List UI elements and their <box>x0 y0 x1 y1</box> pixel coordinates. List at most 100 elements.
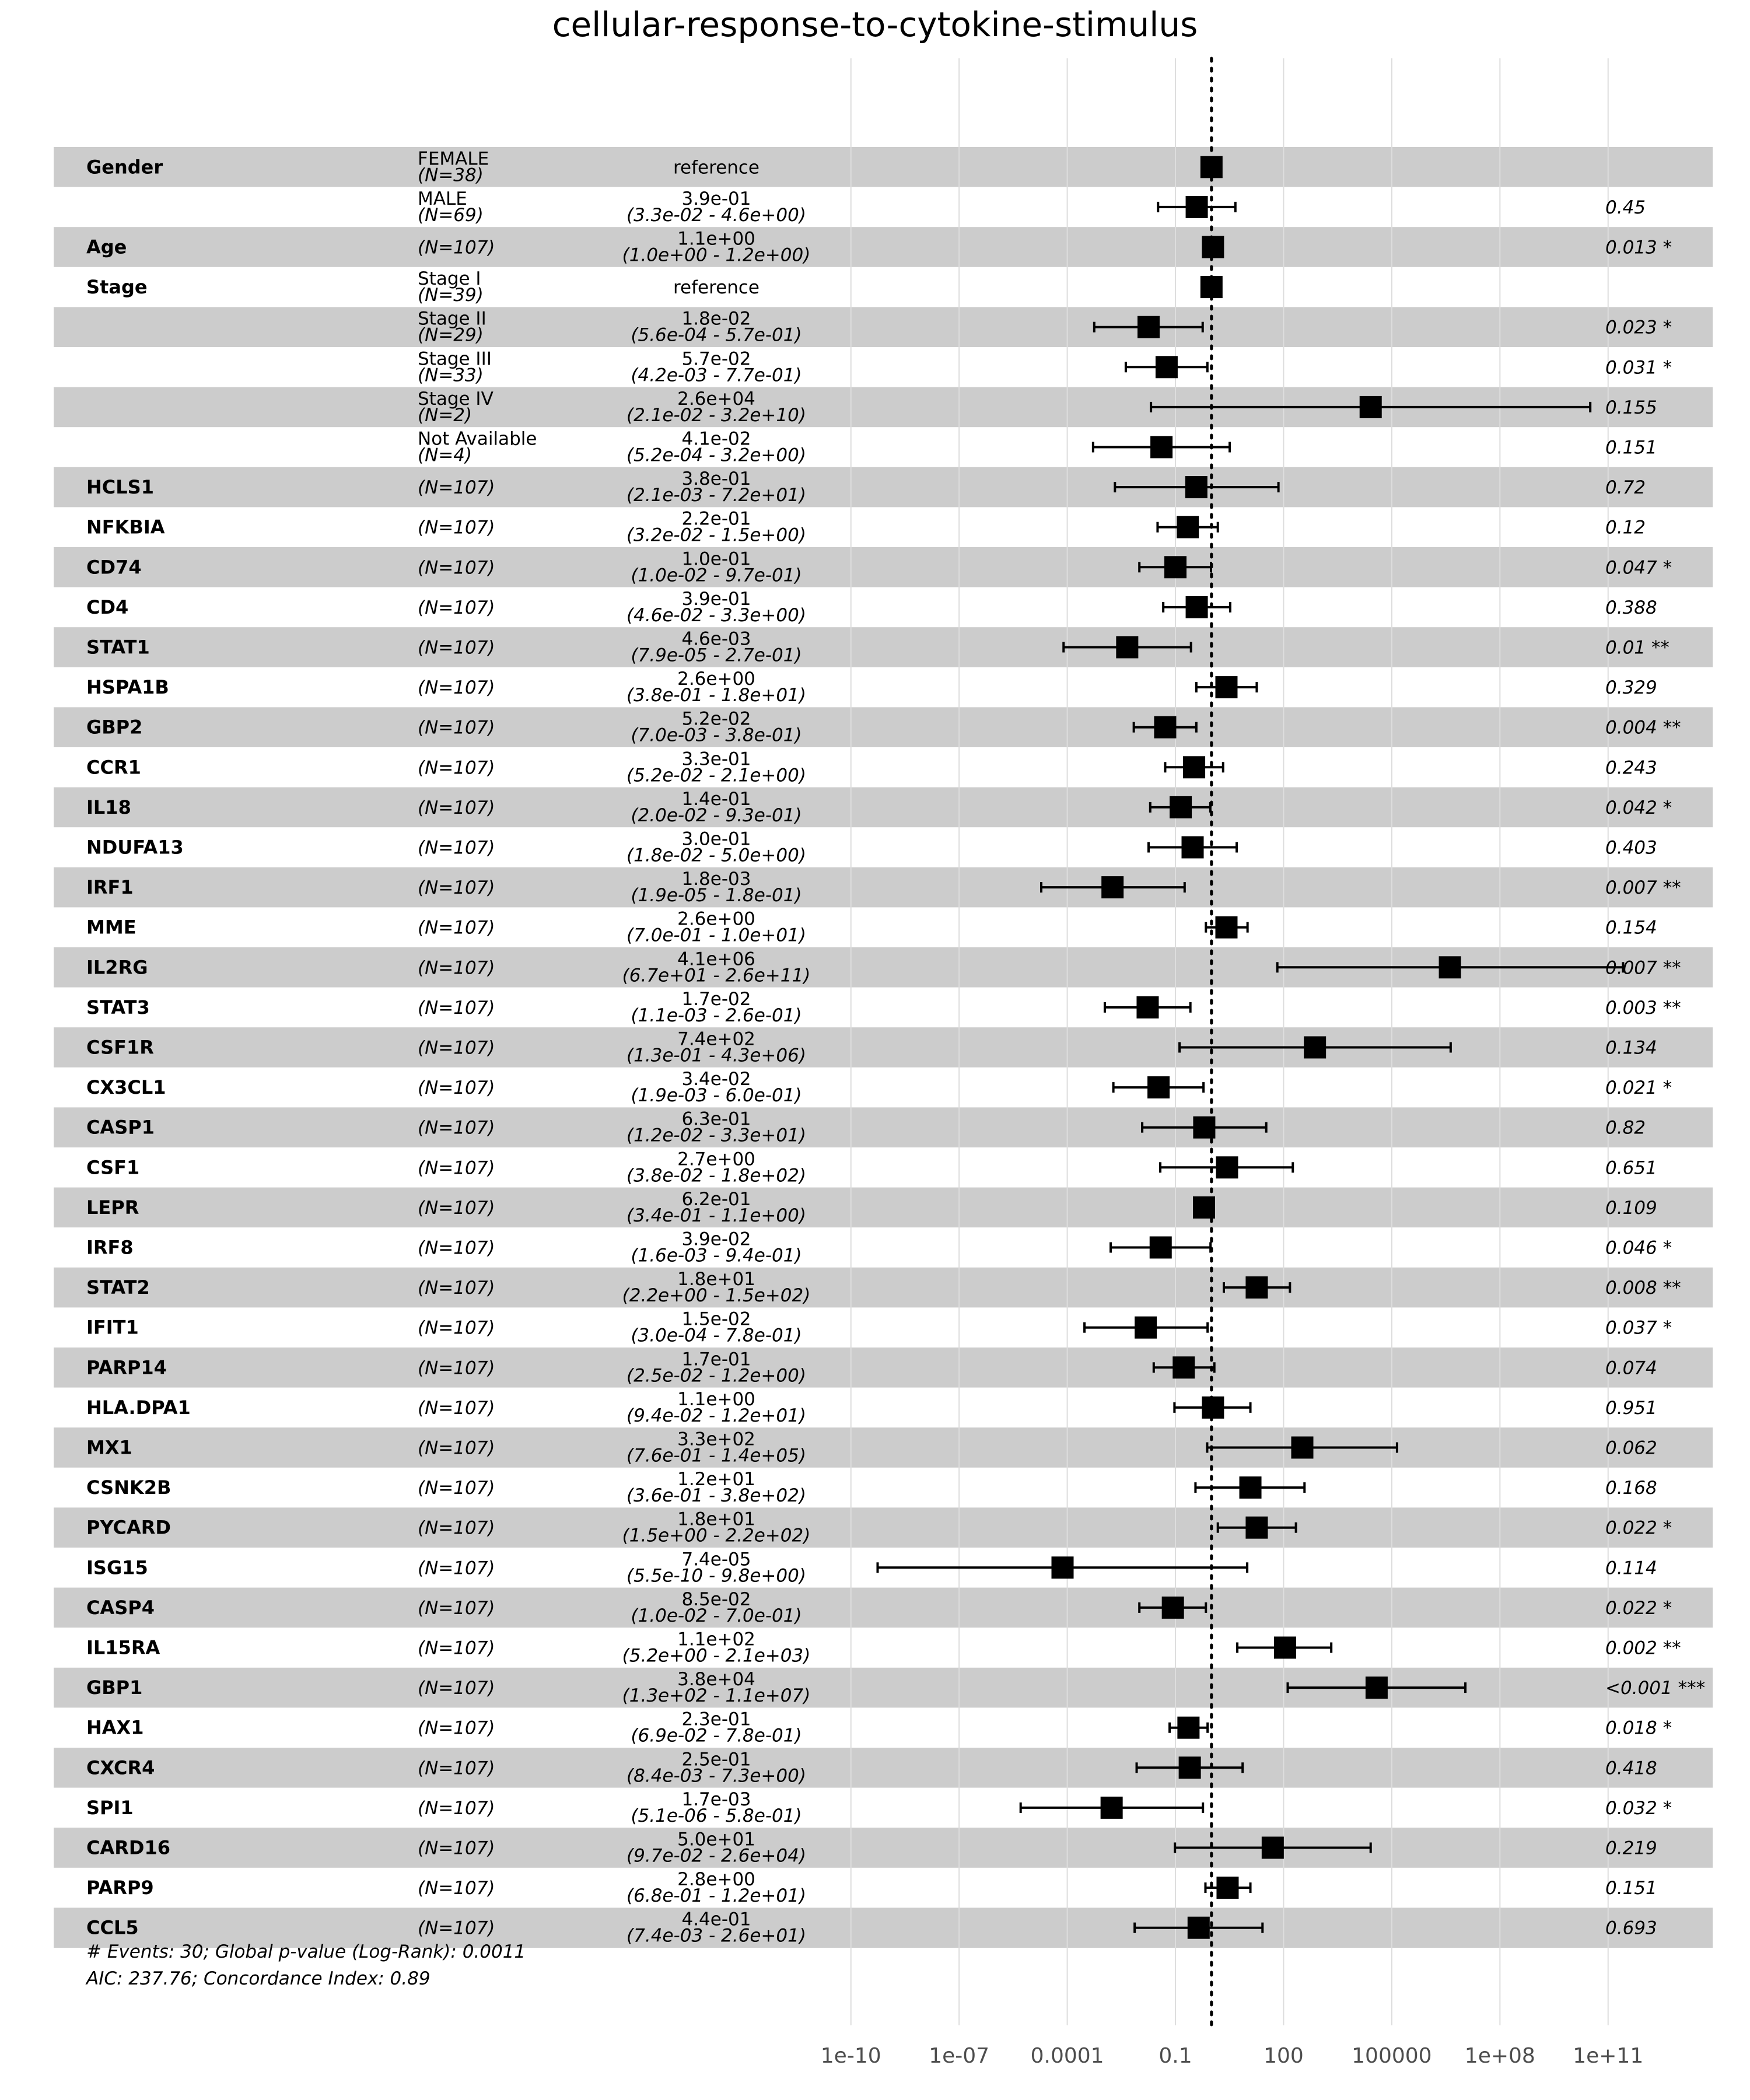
ci-label: (7.6e-01 - 1.4e+05) <box>626 1446 806 1466</box>
p-value-label: 0.12 <box>1605 517 1646 538</box>
ci-label: (1.9e-05 - 1.8e-01) <box>631 885 802 906</box>
hazard-ratio-point <box>1359 396 1382 418</box>
hazard-ratio-point <box>1261 1836 1284 1859</box>
variable-label: CXCR4 <box>86 1756 155 1779</box>
level-n: (N=107) <box>418 1077 495 1098</box>
level-label: Stage IV <box>418 388 494 410</box>
level-n: (N=107) <box>418 1518 495 1539</box>
ci-label: (2.5e-02 - 1.2e+00) <box>626 1365 806 1386</box>
level-label: Not Available <box>418 429 537 450</box>
ci-label: (3.6e-01 - 3.8e+02) <box>626 1485 806 1506</box>
hazard-ratio-point <box>1187 1916 1210 1939</box>
hazard-ratio-point <box>1245 1516 1268 1539</box>
p-value-label: 0.003 ** <box>1605 998 1681 1019</box>
hazard-ratio-point <box>1101 876 1124 899</box>
level-n: (N=107) <box>418 718 495 738</box>
variable-label: CD4 <box>86 596 128 618</box>
level-n: (N=107) <box>418 877 495 898</box>
variable-label: Age <box>86 236 127 258</box>
ci-label: (6.9e-02 - 7.8e-01) <box>631 1726 802 1746</box>
variable-label: IL2RG <box>86 956 148 978</box>
hazard-ratio-point <box>1200 276 1223 299</box>
row-stripe <box>54 707 1713 747</box>
row-stripe <box>54 867 1713 908</box>
level-n: (N=107) <box>418 1918 495 1939</box>
level-n: (N=29) <box>418 325 484 346</box>
level-n: (N=107) <box>418 677 495 698</box>
estimate-label: 1.8e-02 <box>681 309 751 330</box>
p-value-label: 0.72 <box>1605 477 1646 498</box>
variable-label: PARP9 <box>86 1877 154 1899</box>
hazard-ratio-point <box>1147 1076 1170 1099</box>
row-stripe <box>54 1748 1713 1788</box>
ci-label: (5.1e-06 - 5.8e-01) <box>631 1805 802 1826</box>
ci-label: (5.2e-04 - 3.2e+00) <box>626 445 806 466</box>
estimate-label: 2.6e+00 <box>677 909 755 930</box>
p-value-label: 0.109 <box>1605 1198 1657 1219</box>
footer-events-line: # Events: 30; Global p-value (Log-Rank):… <box>86 1941 526 1962</box>
ci-label: (3.2e-02 - 1.5e+00) <box>626 525 806 546</box>
hazard-ratio-point <box>1154 716 1177 738</box>
level-n: (N=39) <box>418 285 484 306</box>
estimate-label: 2.5e-01 <box>681 1749 751 1770</box>
ci-label: (4.6e-02 - 3.3e+00) <box>626 605 806 626</box>
level-label: Stage II <box>418 309 487 330</box>
estimate-label: 3.8e-01 <box>681 468 751 489</box>
row-stripe <box>54 1348 1713 1388</box>
ci-label: (5.2e-02 - 2.1e+00) <box>626 765 806 786</box>
row-stripe <box>54 1427 1713 1468</box>
grid-lines <box>850 58 1609 2025</box>
p-value-label: <0.001 *** <box>1605 1678 1705 1699</box>
level-n: (N=107) <box>418 237 495 258</box>
ci-label: (9.4e-02 - 1.2e+01) <box>626 1405 806 1426</box>
hazard-ratio-point <box>1170 796 1192 818</box>
estimate-label: 3.0e-01 <box>681 829 751 850</box>
level-n: (N=107) <box>418 1438 495 1459</box>
ci-label: (7.4e-03 - 2.6e+01) <box>626 1926 806 1947</box>
ci-label: (6.7e+01 - 2.6e+11) <box>622 965 811 986</box>
variable-label: STAT1 <box>86 636 150 659</box>
estimate-label: 2.8e+00 <box>677 1869 755 1890</box>
p-value-label: 0.023 * <box>1605 317 1672 338</box>
row-stripe <box>54 547 1713 587</box>
p-value-label: 0.693 <box>1605 1918 1657 1939</box>
hazard-ratio-point <box>1164 556 1187 579</box>
estimate-label: 1.7e-02 <box>681 989 751 1010</box>
variable-label: MX1 <box>86 1437 132 1459</box>
hazard-ratio-point <box>1100 1796 1123 1819</box>
ci-label: (5.2e+00 - 2.1e+03) <box>622 1646 811 1667</box>
level-n: (N=107) <box>418 1038 495 1059</box>
variable-label: STAT3 <box>86 996 150 1019</box>
estimate-label: 1.7e-03 <box>681 1789 751 1810</box>
x-tick-label: 100000 <box>1352 2044 1432 2068</box>
level-n: (N=107) <box>418 1718 495 1739</box>
estimate-label: 1.1e+00 <box>677 229 755 250</box>
p-value-label: 0.031 * <box>1605 357 1672 378</box>
p-value-label: 0.021 * <box>1605 1077 1672 1098</box>
variable-label: ISG15 <box>86 1556 148 1578</box>
p-value-label: 0.013 * <box>1605 237 1672 258</box>
row-stripe <box>54 1107 1713 1147</box>
estimate-label: 1.8e-03 <box>681 869 751 890</box>
level-label: MALE <box>418 188 467 209</box>
hazard-ratio-point <box>1365 1676 1388 1699</box>
ci-label: (5.6e-04 - 5.7e-01) <box>631 325 802 346</box>
level-n: (N=2) <box>418 405 472 426</box>
variable-label: CSF1R <box>86 1037 154 1059</box>
level-label: Stage III <box>418 348 492 369</box>
variable-label: STAT2 <box>86 1276 150 1298</box>
estimate-label: reference <box>673 277 760 298</box>
hazard-ratio-point <box>1200 156 1223 178</box>
level-n: (N=107) <box>418 1398 495 1419</box>
variable-label: CSF1 <box>86 1156 139 1178</box>
p-value-label: 0.032 * <box>1605 1798 1672 1819</box>
ci-label: (1.9e-03 - 6.0e-01) <box>631 1085 802 1106</box>
p-value-label: 0.151 <box>1605 438 1657 459</box>
hazard-ratio-point <box>1150 436 1173 459</box>
x-tick-label: 0.1 <box>1158 2044 1192 2068</box>
estimate-label: 1.4e-01 <box>681 789 751 810</box>
ci-label: (2.2e+00 - 1.5e+02) <box>622 1285 811 1306</box>
level-n: (N=107) <box>418 638 495 659</box>
ci-label: (2.1e-02 - 3.2e+10) <box>626 405 806 426</box>
hazard-ratio-point <box>1185 195 1208 218</box>
